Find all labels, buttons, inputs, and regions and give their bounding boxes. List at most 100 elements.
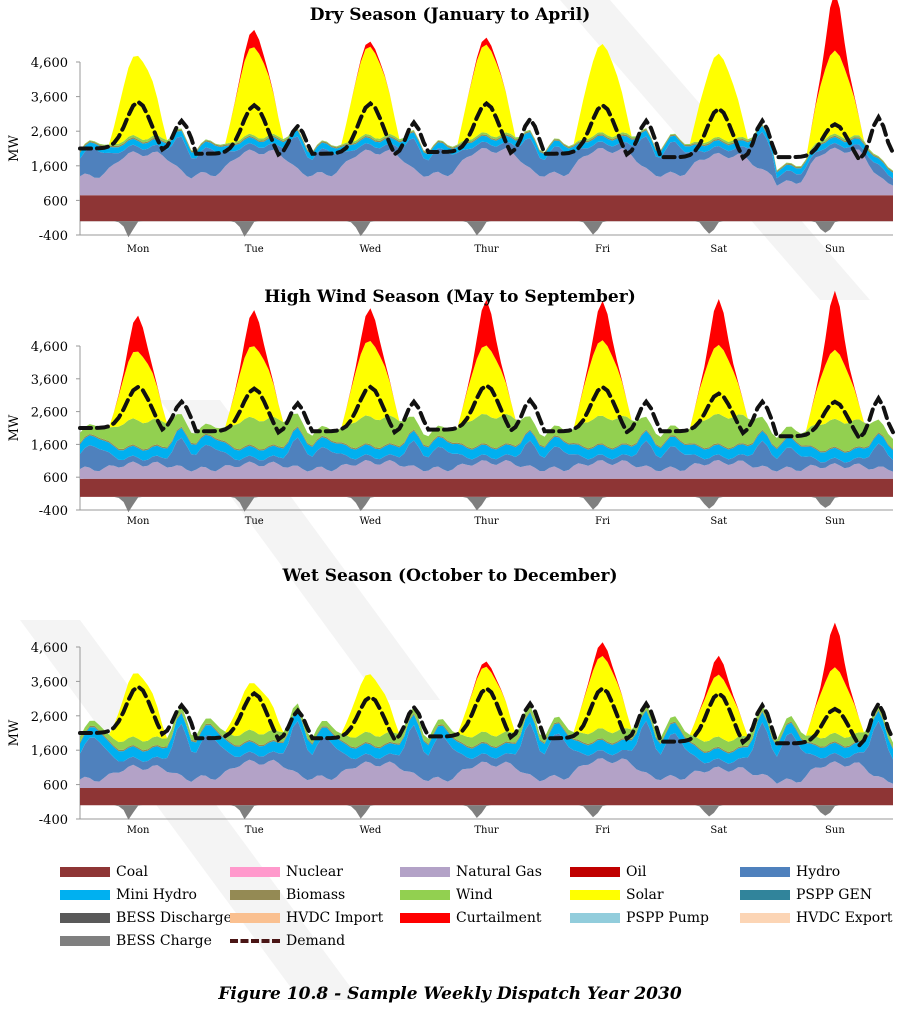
legend-item: PSPP GEN [740, 885, 872, 905]
legend-label: PSPP GEN [796, 887, 872, 903]
legend-label: HVDC Import [286, 910, 384, 926]
legend-label: Demand [286, 933, 346, 949]
chart-high-wind-season: High Wind Season (May to September) 4,60… [0, 283, 900, 543]
series-area-curtailment [80, 290, 893, 439]
x-tick-label: Tue [245, 825, 264, 836]
chart-title: Dry Season (January to April) [309, 5, 591, 25]
legend-swatch [570, 867, 620, 877]
legend-item: Curtailment [400, 908, 542, 928]
legend-item: Solar [570, 885, 664, 905]
legend-item: Wind [400, 885, 493, 905]
legend-item: HVDC Import [230, 908, 383, 928]
y-tick-label: 1,600 [31, 438, 68, 453]
series-area-solar [80, 656, 893, 743]
legend-item: Hydro [740, 862, 840, 882]
x-tick-label: Thur [474, 516, 499, 527]
chart-plot: 4,600 3,600 2,600 1,600 600 -400 MW Mon Tue Wed Th… [7, 290, 895, 527]
x-tick-label: Thur [474, 244, 499, 255]
legend-item: Nuclear [230, 862, 343, 882]
legend-item: Mini Hydro [60, 885, 197, 905]
y-tick-label: 3,600 [31, 91, 68, 106]
series-area-coal [80, 195, 893, 222]
series-area-mini-hydro [80, 125, 893, 179]
series-area-biomass [80, 709, 893, 754]
chart-dry-season: Dry Season (January to April) 4,600 3,600… [0, 0, 900, 270]
y-tick-label: 3,600 [31, 373, 68, 388]
x-tick-label: Fri [595, 825, 610, 836]
chart-title: Wet Season (October to December) [282, 566, 618, 586]
y-tick-label: 4,600 [31, 641, 68, 656]
legend-label: Wind [456, 887, 493, 903]
legend-label: BESS Discharge [116, 910, 232, 926]
series-area-hydro [80, 720, 893, 784]
x-tick-label: Mon [127, 244, 150, 255]
legend-swatch [740, 890, 790, 900]
series-area-coal [80, 478, 893, 497]
y-tick-label: 600 [43, 471, 68, 486]
series-area-solar [80, 340, 893, 439]
series-area-wind [80, 413, 893, 452]
legend-swatch [740, 867, 790, 877]
series-area-natural-gas [80, 758, 893, 788]
legend-label: Hydro [796, 864, 841, 880]
legend-swatch [60, 890, 110, 900]
legend-swatch [230, 890, 280, 900]
series-area-coal [80, 788, 893, 806]
series-area-bess-charge [80, 496, 893, 513]
legend-swatch [400, 867, 450, 877]
y-axis-label: MW [7, 414, 22, 441]
y-tick-label: 4,600 [31, 340, 68, 355]
series-line-demand [78, 382, 895, 442]
chart-plot: 4,600 3,600 2,600 1,600 600 -400 MW Mon Tue Wed Th… [7, 622, 895, 836]
legend-swatch [400, 890, 450, 900]
chart-wet-season: Wet Season (October to December) 4,600 3,… [0, 562, 900, 852]
legend-label: Oil [626, 864, 647, 880]
legend-swatch [60, 867, 110, 877]
y-tick-label: 3,600 [31, 675, 68, 690]
chart-legend: Coal Nuclear Natural Gas Oil Hydro Mini Hydro… [60, 862, 900, 962]
y-tick-label: 2,600 [31, 710, 68, 725]
x-tick-label: Tue [245, 244, 264, 255]
series-area-bess-charge [80, 221, 893, 238]
series-area-bess-charge [80, 805, 893, 820]
x-tick-label: Sun [825, 825, 845, 836]
legend-swatch [230, 939, 280, 943]
legend-item: Demand [230, 931, 345, 951]
x-tick-label: Wed [359, 244, 381, 255]
chart-plot: 4,600 3,600 2,600 1,600 600 -400 MW Mon Tue Wed Th… [7, 0, 895, 255]
x-tick-label: Fri [595, 244, 610, 255]
x-tick-label: Sat [710, 825, 727, 836]
legend-label: Nuclear [286, 864, 343, 880]
y-axis-label: MW [7, 135, 22, 162]
x-tick-label: Mon [127, 825, 150, 836]
legend-label: BESS Charge [116, 933, 212, 949]
x-tick-label: Sun [825, 516, 845, 527]
y-tick-label: 1,600 [31, 744, 68, 759]
x-tick-label: Sat [710, 244, 727, 255]
legend-label: Biomass [286, 887, 346, 903]
y-tick-label: 1,600 [31, 160, 68, 175]
legend-item: Natural Gas [400, 862, 542, 882]
legend-item: HVDC Export [740, 908, 893, 928]
y-tick-label: 600 [43, 779, 68, 794]
y-tick-label: 4,600 [31, 56, 68, 71]
chart-title: High Wind Season (May to September) [264, 287, 636, 307]
series-area-natural-gas [80, 147, 893, 196]
legend-swatch [60, 936, 110, 946]
series-area-mini-hydro [80, 710, 893, 764]
legend-label: Solar [626, 887, 664, 903]
legend-label: PSPP Pump [626, 910, 709, 926]
series-area-natural-gas [80, 460, 893, 479]
y-tick-label: 600 [43, 194, 68, 209]
legend-swatch [400, 913, 450, 923]
legend-item: BESS Discharge [60, 908, 232, 928]
y-tick-label: 2,600 [31, 406, 68, 421]
figure-caption: Figure 10.8 - Sample Weekly Dispatch Yea… [218, 984, 682, 1004]
legend-item: Biomass [230, 885, 345, 905]
legend-swatch [740, 913, 790, 923]
y-axis-label: MW [7, 719, 22, 746]
x-tick-label: Mon [127, 516, 150, 527]
x-tick-label: Tue [245, 516, 264, 527]
x-tick-label: Sun [825, 244, 845, 255]
legend-item: Oil [570, 862, 646, 882]
